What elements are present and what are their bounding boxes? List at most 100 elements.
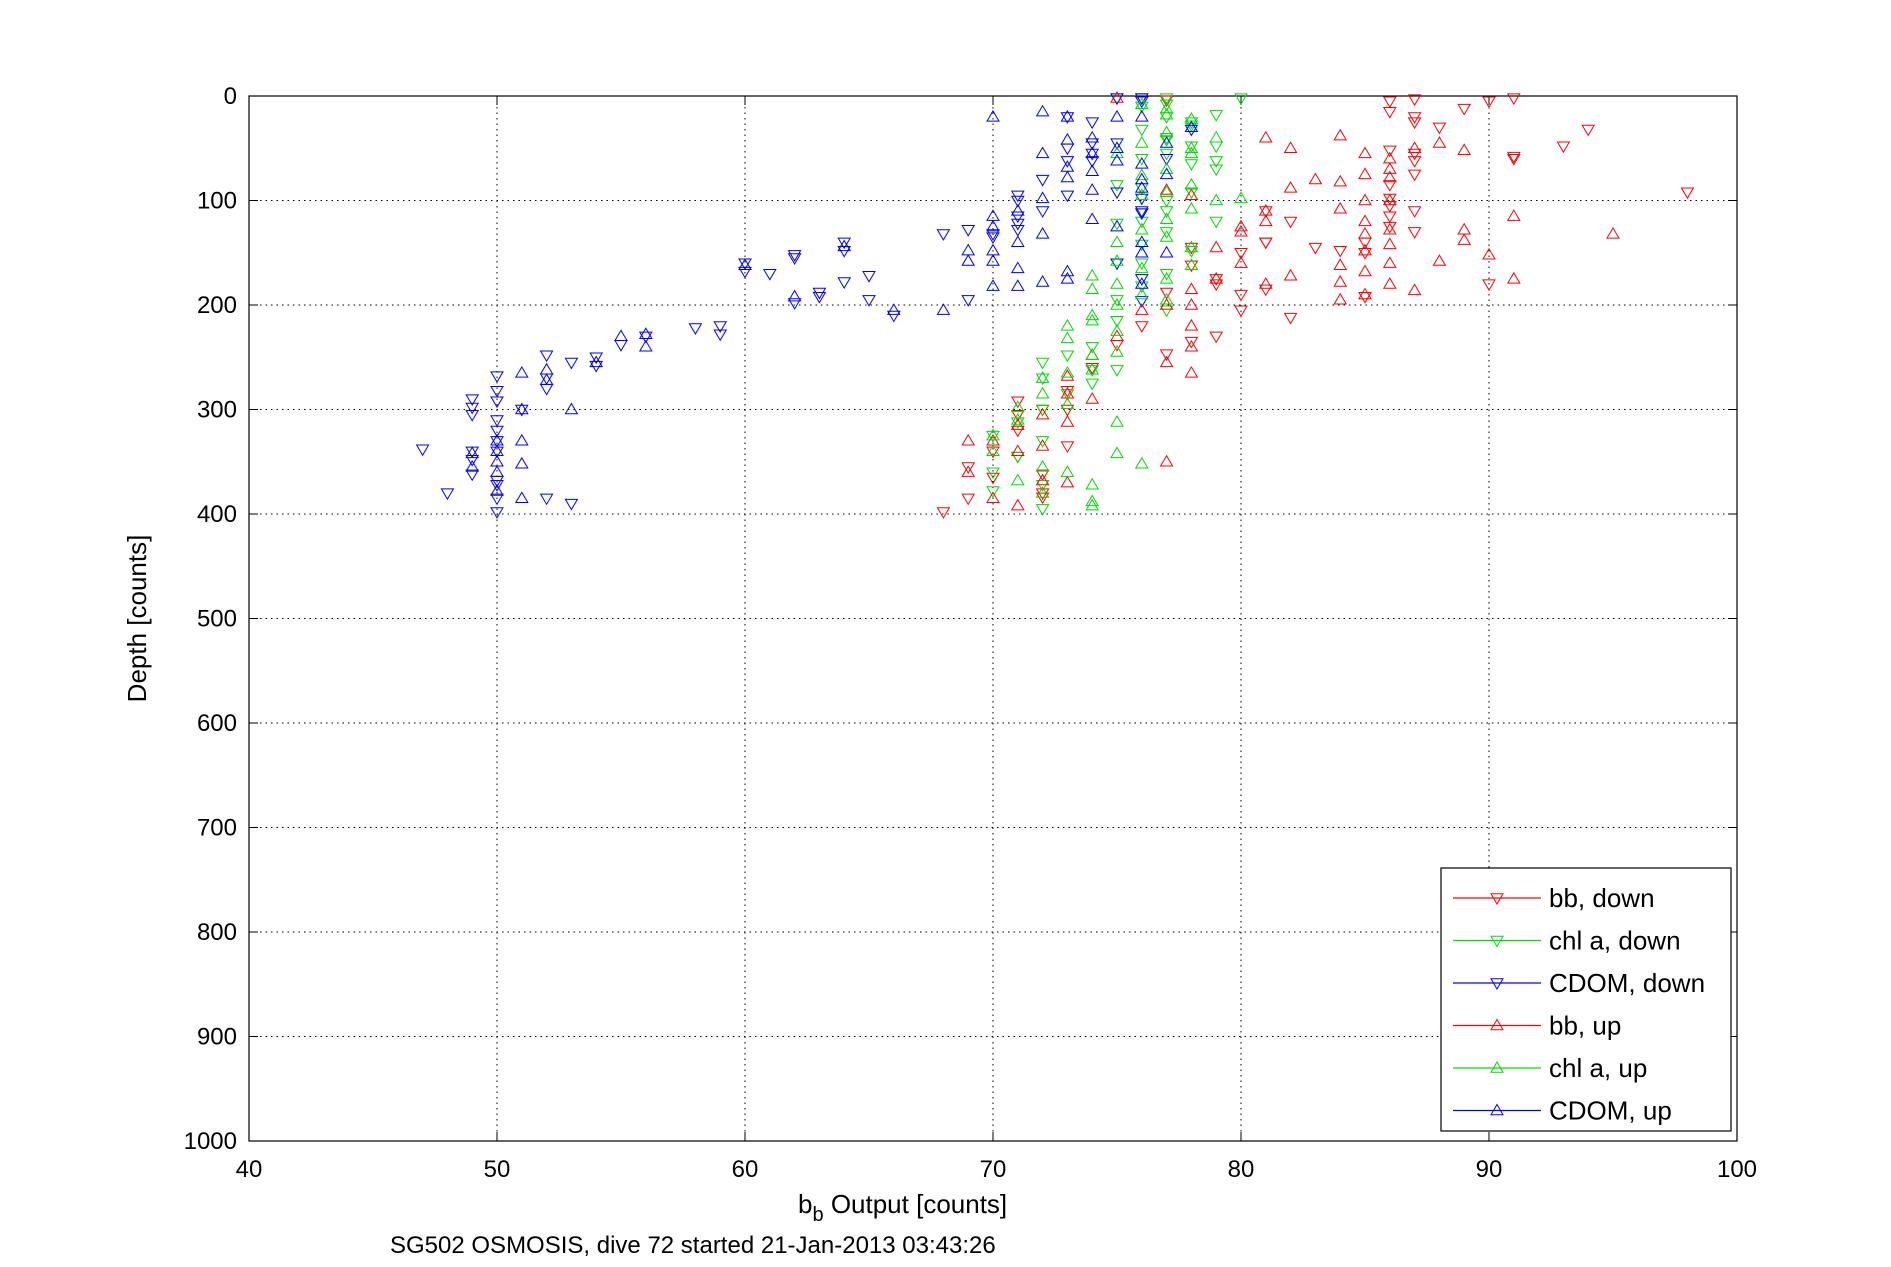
data-point [1382, 180, 1397, 192]
data-point [961, 433, 976, 446]
data-point [1382, 277, 1397, 289]
data-point [1457, 233, 1472, 245]
data-point [1358, 248, 1372, 260]
data-point [440, 488, 455, 501]
data-point [1035, 373, 1050, 386]
data-point [1134, 274, 1149, 286]
data-point [514, 404, 529, 417]
x-axis-label-subscript: b [812, 1204, 823, 1226]
data-point [986, 472, 1000, 485]
data-point [1035, 407, 1050, 420]
data-point [1110, 365, 1124, 377]
data-point [1382, 237, 1397, 250]
data-point [1159, 162, 1174, 174]
data-point [886, 310, 901, 323]
data-point [1382, 201, 1397, 213]
data-point [1184, 177, 1199, 190]
data-point [1159, 185, 1174, 197]
data-point [862, 271, 876, 283]
data-point [1184, 260, 1199, 273]
data-point [1060, 112, 1075, 124]
data-point [1556, 141, 1571, 154]
data-point [1506, 271, 1521, 284]
legend-entry: CDOM, up [1453, 1096, 1672, 1126]
x-axis-label: bb Output [counts] [798, 1189, 1007, 1226]
data-point [961, 462, 976, 474]
data-point [1159, 195, 1174, 208]
data-points [415, 91, 1695, 519]
data-point [1010, 218, 1025, 231]
data-point [1506, 151, 1521, 164]
data-point [1358, 237, 1372, 250]
data-point [514, 456, 529, 469]
data-point [1110, 298, 1124, 310]
data-point [1482, 279, 1496, 292]
data-point [1060, 271, 1075, 284]
data-point [986, 243, 1000, 256]
data-point [1010, 410, 1025, 422]
legend-label: bb, up [1549, 1011, 1621, 1041]
data-point [1010, 190, 1025, 203]
data-point [1159, 95, 1174, 108]
data-point [1382, 211, 1397, 224]
data-point [1134, 321, 1149, 333]
data-point [1060, 331, 1075, 344]
data-point [1333, 201, 1348, 214]
data-point [514, 365, 529, 378]
data-point [1010, 261, 1025, 274]
data-point [1234, 289, 1248, 302]
data-point [1010, 211, 1025, 224]
x-axis-label-main: b [798, 1189, 812, 1219]
data-point [1035, 174, 1050, 187]
data-point [1060, 170, 1075, 183]
data-point [1134, 180, 1149, 193]
data-point [1184, 146, 1199, 159]
data-point [1134, 172, 1149, 185]
data-point [1035, 473, 1050, 486]
data-point [1010, 444, 1025, 456]
data-point [1234, 219, 1248, 232]
data-point [1382, 256, 1397, 268]
data-point [1159, 292, 1174, 305]
data-point [1035, 492, 1050, 505]
data-point [1382, 106, 1397, 119]
data-point [465, 469, 480, 482]
data-point [1184, 365, 1199, 378]
data-point [1085, 146, 1100, 159]
data-point [1035, 146, 1050, 159]
data-point [490, 436, 504, 448]
data-point [490, 396, 504, 409]
data-point [1358, 243, 1372, 256]
data-point [1085, 348, 1100, 360]
legend: bb, down chl a, down CDOM, down bb, up chl a… [1440, 867, 1732, 1132]
data-point [1035, 386, 1050, 399]
data-point [1159, 230, 1174, 242]
y-tick-label: 800 [197, 919, 237, 946]
data-point [1085, 183, 1100, 195]
data-point [1159, 133, 1174, 145]
data-point [1382, 151, 1397, 164]
data-point [1134, 206, 1149, 218]
data-point [1184, 187, 1199, 200]
data-point [862, 295, 876, 307]
data-point [1209, 193, 1224, 206]
data-point [1258, 284, 1273, 297]
series-cdom-up [465, 104, 1199, 504]
data-point [1060, 143, 1075, 156]
data-point [936, 229, 951, 241]
data-point [614, 340, 628, 352]
data-point [1159, 136, 1174, 148]
data-point [1234, 93, 1248, 106]
data-point [1035, 486, 1050, 498]
data-point [1085, 348, 1100, 360]
data-point [1407, 94, 1422, 107]
data-point [1209, 130, 1224, 143]
data-point [936, 303, 951, 315]
data-point [1010, 451, 1025, 464]
legend-entry: bb, down [1453, 883, 1655, 913]
data-point [514, 433, 529, 446]
data-point [638, 331, 653, 344]
data-point [1035, 504, 1050, 516]
legend-marker [1490, 1061, 1504, 1073]
data-point [1159, 268, 1174, 281]
